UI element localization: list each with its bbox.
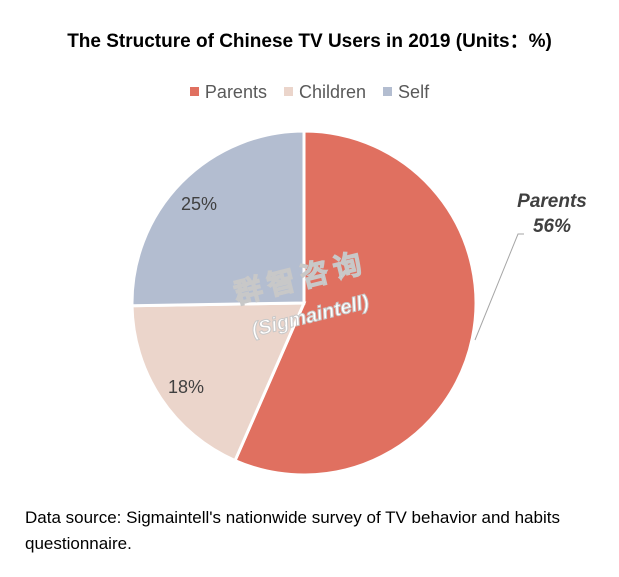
legend-swatch-self <box>383 86 393 96</box>
legend-item-self: Self <box>383 82 429 103</box>
chart-title: The Structure of Chinese TV Users in 201… <box>67 31 552 52</box>
legend-item-children: Children <box>283 82 367 103</box>
pie-slices <box>130 129 478 477</box>
legend-swatch-children <box>283 86 293 96</box>
callout-name-parents: Parents <box>517 191 587 212</box>
legend-item-parents: Parents <box>189 82 267 103</box>
data-label-self: 25% <box>181 194 217 214</box>
legend-label-parents: Parents <box>204 82 267 102</box>
pie-slice-children <box>130 301 307 463</box>
chart-legend: Parents Children Self <box>0 82 619 103</box>
data-source-note: Data source: Sigmaintell's nationwide su… <box>25 508 560 553</box>
data-label-children: 18% <box>168 377 204 397</box>
legend-swatch-parents <box>189 86 199 96</box>
pie-slice-parents <box>233 129 478 477</box>
data-label-parents: 56% <box>533 216 571 237</box>
parents-leader-line <box>474 233 524 341</box>
pie-slice-self <box>130 129 306 308</box>
legend-label-self: Self <box>398 82 430 102</box>
legend-label-children: Children <box>298 82 367 102</box>
